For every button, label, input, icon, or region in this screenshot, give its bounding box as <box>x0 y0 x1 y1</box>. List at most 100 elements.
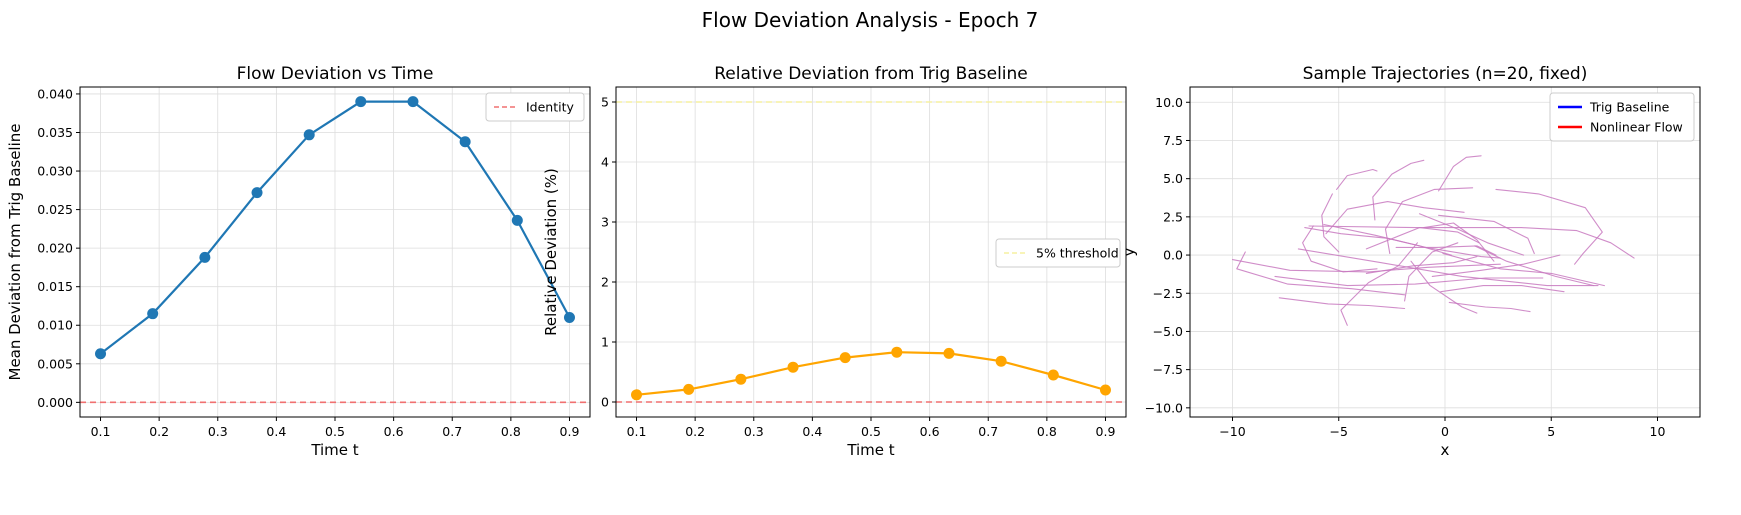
data-point <box>511 214 523 226</box>
x-tick-label: −5 <box>1330 424 1348 439</box>
x-tick-label: 0.5 <box>325 424 345 439</box>
trajectory <box>1365 256 1478 274</box>
series-line <box>99 100 571 355</box>
y-tick-label: 0.005 <box>37 356 73 371</box>
x-tick-label: 0.5 <box>861 424 881 439</box>
x-tick-label: 0.4 <box>802 424 822 439</box>
y-tick-label: −2.5 <box>1153 286 1183 301</box>
data-point <box>95 348 107 360</box>
y-axis-label: Mean Deviation from Trig Baseline <box>6 123 24 380</box>
x-tick-label: 0.3 <box>208 424 228 439</box>
trajectory <box>1365 227 1480 250</box>
trajectory <box>1431 254 1561 277</box>
trajectory <box>1336 168 1378 190</box>
x-tick-label: 0.2 <box>149 424 169 439</box>
trajectory <box>1438 214 1535 255</box>
x-tick-label: 0.6 <box>384 424 404 439</box>
data-point <box>943 347 955 359</box>
y-tick-label: 0.015 <box>37 279 73 294</box>
y-tick-label: 10.0 <box>1155 95 1183 110</box>
panel-flow-deviation-vs-time: 0.1 0.2 0.3 0.4 0.5 0.6 0.7 0.8 0.9 0.000 0.005 0.0… <box>6 64 591 459</box>
data-point <box>407 96 419 108</box>
panel-title: Relative Deviation from Trig Baseline <box>714 64 1028 84</box>
x-tick-label: 10 <box>1650 424 1666 439</box>
data-point <box>1099 384 1111 396</box>
y-tick-label: 0.000 <box>37 395 73 410</box>
data-point <box>147 308 159 320</box>
y-tick-label: 0.010 <box>37 318 73 333</box>
panel-relative-deviation: 0.1 0.2 0.3 0.4 0.5 0.6 0.7 0.8 0.9 0 1 2 3 4 5 Relati… <box>542 64 1127 459</box>
y-tick-label: 1 <box>601 335 609 350</box>
legend: Trig Baseline Nonlinear Flow <box>1549 92 1695 142</box>
y-tick-label: 4 <box>601 155 609 170</box>
trajectory <box>1325 201 1465 235</box>
y-tick-label: 0.020 <box>37 241 73 256</box>
trajectory <box>1395 245 1497 256</box>
trajectory <box>1308 225 1635 259</box>
trajectory <box>1384 187 1474 255</box>
y-tick-label: −5.0 <box>1153 324 1183 339</box>
data-point <box>199 251 211 263</box>
x-tick-label: 0.7 <box>978 424 998 439</box>
y-tick-label: 0.025 <box>37 202 73 217</box>
x-tick-label: 0.6 <box>920 424 940 439</box>
x-tick-label: 0 <box>1441 424 1449 439</box>
x-tick-label: 0.9 <box>1096 424 1116 439</box>
x-tick-label: 0.7 <box>442 424 462 439</box>
data-point <box>355 96 367 108</box>
series-line <box>636 351 1106 396</box>
y-tick-label: 2 <box>601 275 609 290</box>
x-axis-label: x <box>1441 441 1450 459</box>
data-point <box>1047 369 1059 381</box>
y-tick-label: 2.5 <box>1163 209 1183 224</box>
trajectory <box>1495 188 1603 265</box>
legend-label: Nonlinear Flow <box>1590 120 1683 135</box>
trajectory <box>1440 285 1565 293</box>
data-point <box>787 361 799 373</box>
trajectory <box>1231 259 1501 273</box>
data-point <box>995 355 1007 367</box>
figure-title: Flow Deviation Analysis - Epoch 7 <box>702 8 1039 32</box>
x-tick-label: −10 <box>1219 424 1245 439</box>
y-axis-label: Relative Deviation (%) <box>542 168 560 336</box>
data-point <box>891 346 903 358</box>
x-axis-label: Time t <box>310 441 358 459</box>
legend-label: Trig Baseline <box>1589 100 1670 115</box>
legend-label: 5% threshold <box>1036 246 1119 261</box>
y-tick-label: −10.0 <box>1145 400 1183 415</box>
trajectory <box>1236 251 1406 296</box>
trajectory <box>1438 155 1482 192</box>
x-tick-label: 0.1 <box>91 424 111 439</box>
trajectory <box>1297 248 1599 287</box>
x-tick-label: 0.3 <box>744 424 764 439</box>
legend: Identity <box>485 92 585 122</box>
trajectory <box>1304 227 1501 259</box>
x-tick-label: 0.1 <box>627 424 647 439</box>
legend-box <box>485 92 585 122</box>
y-tick-label: 0.0 <box>1163 248 1183 263</box>
trajectory <box>1274 275 1544 287</box>
data-point <box>459 136 471 148</box>
y-tick-label: 0.040 <box>37 86 73 101</box>
trajectory <box>1410 260 1478 314</box>
data-point <box>251 187 263 199</box>
trajectory <box>1340 242 1418 326</box>
data-point <box>303 129 315 141</box>
trajectory <box>1418 213 1525 256</box>
x-axis-label: Time t <box>846 441 894 459</box>
legend-label: Identity <box>526 100 575 115</box>
y-tick-label: 0 <box>601 395 609 410</box>
legend-box <box>995 238 1121 268</box>
trajectory <box>1404 242 1459 302</box>
trajectory <box>1321 193 1340 253</box>
data-point <box>683 383 695 395</box>
legend-box <box>1549 92 1695 142</box>
y-tick-label: 0.035 <box>37 125 73 140</box>
panel-title: Sample Trajectories (n=20, fixed) <box>1303 64 1588 84</box>
x-tick-label: 5 <box>1547 424 1555 439</box>
trajectory <box>1372 159 1425 221</box>
data-point <box>735 373 747 385</box>
x-tick-label: 0.8 <box>501 424 521 439</box>
y-tick-label: 5.0 <box>1163 171 1183 186</box>
